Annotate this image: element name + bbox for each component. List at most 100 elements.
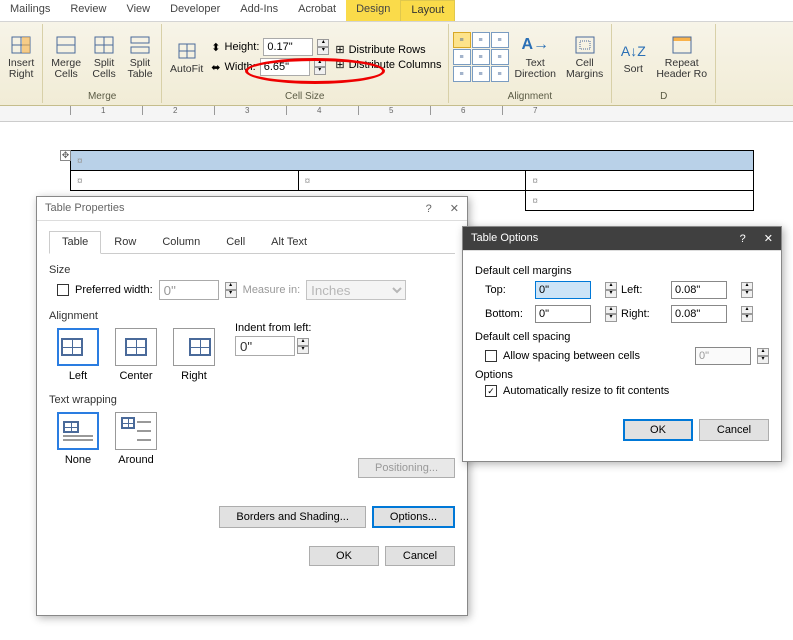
borders-shading-button[interactable]: Borders and Shading... xyxy=(219,506,366,528)
tab-view[interactable]: View xyxy=(116,0,160,21)
allow-spacing-label: Allow spacing between cells xyxy=(503,350,640,362)
split-table-button[interactable]: Split Table xyxy=(123,32,157,82)
cell-margins-button[interactable]: Cell Margins xyxy=(562,32,607,82)
tp-tab-cell[interactable]: Cell xyxy=(213,231,258,253)
tab-layout[interactable]: Layout xyxy=(400,0,455,21)
tab-mailings[interactable]: Mailings xyxy=(0,0,60,21)
repeat-header-button[interactable]: Repeat Header Ro xyxy=(652,32,711,82)
preferred-width-checkbox[interactable] xyxy=(57,284,69,296)
table-row: ¤ xyxy=(71,151,754,171)
close-icon[interactable]: ✕ xyxy=(450,203,459,215)
width-input[interactable] xyxy=(260,58,310,76)
tab-design[interactable]: Design xyxy=(346,0,400,21)
align-right-button[interactable] xyxy=(173,328,215,366)
size-label: Size xyxy=(49,264,455,276)
tp-tab-column[interactable]: Column xyxy=(149,231,213,253)
right-spinner[interactable]: ▴▾ xyxy=(741,306,757,322)
text-direction-icon: A→ xyxy=(522,34,548,56)
top-input[interactable] xyxy=(535,281,591,299)
top-label: Top: xyxy=(485,284,535,296)
options-button[interactable]: Options... xyxy=(372,506,455,528)
merge-cells-button[interactable]: Merge Cells xyxy=(47,32,85,82)
width-label: Width: xyxy=(225,61,256,73)
height-input[interactable] xyxy=(263,38,313,56)
to-ok-button[interactable]: OK xyxy=(623,419,693,441)
autofit-icon xyxy=(174,40,200,62)
insert-right-button[interactable]: Insert Right xyxy=(4,32,38,82)
cellsize-group-label: Cell Size xyxy=(166,90,443,103)
distribute-rows-button[interactable]: ⊞Distribute Rows xyxy=(335,43,441,56)
tp-tab-alttext[interactable]: Alt Text xyxy=(258,231,320,253)
distribute-columns-button[interactable]: ⊞Distribute Columns xyxy=(335,58,441,71)
tab-developer[interactable]: Developer xyxy=(160,0,230,21)
to-cancel-button[interactable]: Cancel xyxy=(699,419,769,441)
merge-cells-icon xyxy=(53,34,79,56)
height-icon: ⬍ xyxy=(211,41,220,54)
tab-addins[interactable]: Add-Ins xyxy=(230,0,288,21)
measure-in-select[interactable]: Inches xyxy=(306,280,406,300)
width-spinner[interactable]: ▴▾ xyxy=(314,59,326,75)
ruler: 1234567 xyxy=(0,106,793,122)
pw-spinner[interactable]: ▴▾ xyxy=(225,282,237,298)
table-row: ¤¤¤ xyxy=(71,171,754,191)
repeat-header-icon xyxy=(669,34,695,56)
bottom-label: Bottom: xyxy=(485,308,535,320)
wrap-around-button[interactable] xyxy=(115,412,157,450)
tp-tabs: Table Row Column Cell Alt Text xyxy=(49,231,455,254)
tab-review[interactable]: Review xyxy=(60,0,116,21)
ribbon-tabs: Mailings Review View Developer Add-Ins A… xyxy=(0,0,793,22)
bottom-spinner[interactable]: ▴▾ xyxy=(605,306,621,322)
tp-tab-row[interactable]: Row xyxy=(101,231,149,253)
align-left-button[interactable] xyxy=(57,328,99,366)
table-options-dialog: Table Options ? ✕ Default cell margins To… xyxy=(462,226,782,462)
alignment-label: Alignment xyxy=(49,310,455,322)
tab-acrobat[interactable]: Acrobat xyxy=(288,0,346,21)
alignment-grid[interactable]: ≡≡≡ ≡≡≡ ≡≡≡ xyxy=(453,32,509,82)
to-help-icon[interactable]: ? xyxy=(740,233,746,245)
allow-spacing-checkbox[interactable] xyxy=(485,350,497,362)
help-icon[interactable]: ? xyxy=(426,203,432,215)
spacing-spinner[interactable]: ▴▾ xyxy=(757,348,769,364)
auto-resize-label: Automatically resize to fit contents xyxy=(503,385,669,397)
split-cells-button[interactable]: Split Cells xyxy=(87,32,121,82)
tp-ok-button[interactable]: OK xyxy=(309,546,379,566)
right-input[interactable] xyxy=(671,305,727,323)
def-spacing-label: Default cell spacing xyxy=(475,331,769,343)
measure-in-label: Measure in: xyxy=(243,284,300,296)
left-spinner[interactable]: ▴▾ xyxy=(741,282,757,298)
autofit-button[interactable]: AutoFit xyxy=(166,38,207,77)
group-label xyxy=(4,90,38,103)
top-spinner[interactable]: ▴▾ xyxy=(605,282,621,298)
bottom-input[interactable] xyxy=(535,305,591,323)
width-icon: ⬌ xyxy=(211,61,220,74)
left-input[interactable] xyxy=(671,281,727,299)
alignment-group-label: Alignment xyxy=(453,90,608,103)
tp-cancel-button[interactable]: Cancel xyxy=(385,546,455,566)
dialog-title: Table Properties xyxy=(45,202,125,215)
align-center-button[interactable] xyxy=(115,328,157,366)
text-direction-button[interactable]: A→Text Direction xyxy=(511,32,560,82)
wrap-none-button[interactable] xyxy=(57,412,99,450)
options-label: Options xyxy=(475,369,769,381)
preferred-width-input[interactable] xyxy=(159,280,219,300)
indent-input[interactable] xyxy=(235,336,295,356)
height-label: Height: xyxy=(225,41,260,53)
sort-button[interactable]: A↓ZSort xyxy=(616,38,650,77)
def-margins-label: Default cell margins xyxy=(475,265,769,277)
table-move-handle[interactable]: ✥ xyxy=(60,150,71,161)
sort-icon: A↓Z xyxy=(620,40,646,62)
left-label: Left: xyxy=(621,284,671,296)
dialog-titlebar: Table Properties ? ✕ xyxy=(37,197,467,221)
wrapping-label: Text wrapping xyxy=(49,394,455,406)
indent-spinner[interactable]: ▴▾ xyxy=(297,338,309,354)
tp-tab-table[interactable]: Table xyxy=(49,231,101,254)
ribbon-body: Insert Right Merge Cells Split Cells Spl… xyxy=(0,22,793,106)
height-spinner[interactable]: ▴▾ xyxy=(317,39,329,55)
insert-right-icon xyxy=(8,34,34,56)
data-group-label: D xyxy=(616,90,711,103)
to-title: Table Options xyxy=(471,232,538,245)
spacing-input[interactable] xyxy=(695,347,751,365)
to-close-icon[interactable]: ✕ xyxy=(764,233,773,245)
positioning-button[interactable]: Positioning... xyxy=(358,458,455,478)
auto-resize-checkbox[interactable]: ✓ xyxy=(485,385,497,397)
